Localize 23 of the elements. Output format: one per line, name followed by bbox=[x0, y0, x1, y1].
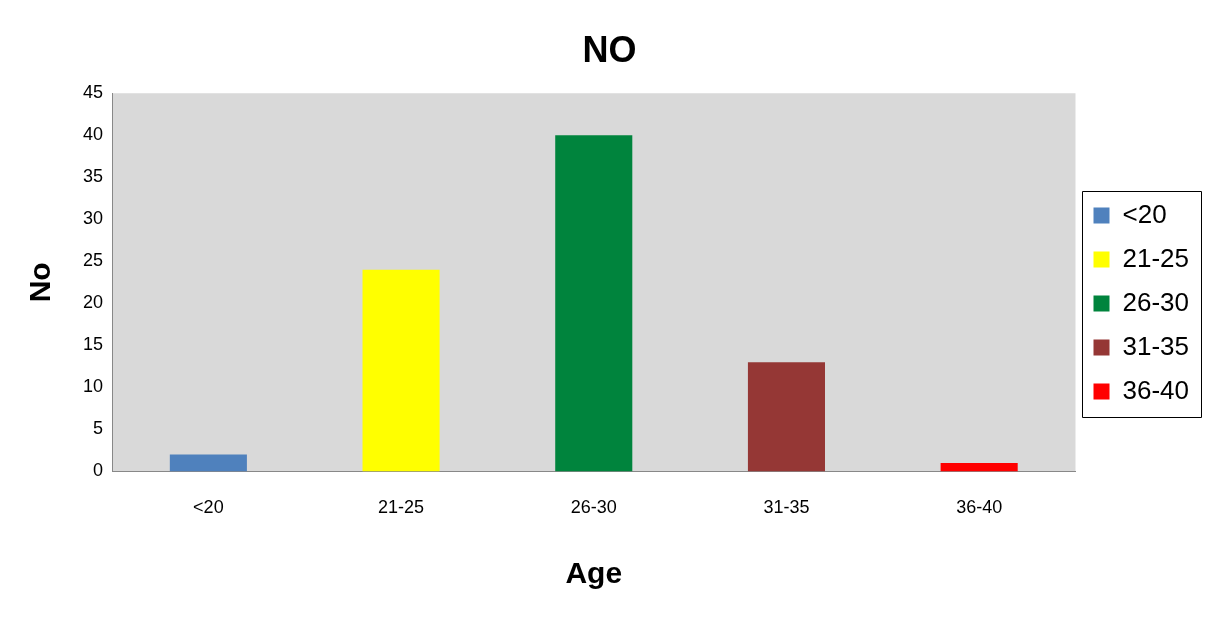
y-tick-label: 35 bbox=[82, 166, 104, 187]
x-axis-title: Age bbox=[565, 556, 623, 590]
legend-label: 26-30 bbox=[1122, 286, 1189, 317]
y-tick-label: 30 bbox=[82, 208, 104, 229]
y-tick-label: 45 bbox=[82, 82, 104, 103]
y-tick-label: 40 bbox=[82, 124, 104, 145]
legend-label: 31-35 bbox=[1122, 330, 1189, 361]
y-tick-label: 15 bbox=[82, 334, 104, 355]
legend-label: 36-40 bbox=[1122, 374, 1189, 405]
x-tick-label: 36-40 bbox=[956, 497, 1003, 518]
y-tick-label: 20 bbox=[82, 292, 104, 313]
y-axis-title: No bbox=[23, 262, 57, 303]
x-tick-label: 26-30 bbox=[570, 497, 617, 518]
x-tick-label: 21-25 bbox=[378, 497, 425, 518]
legend-label: <20 bbox=[1122, 198, 1167, 229]
x-tick-label: 31-35 bbox=[763, 497, 810, 518]
y-tick-label: 25 bbox=[82, 250, 104, 271]
chart-title: NO bbox=[582, 28, 637, 70]
y-tick-label: 10 bbox=[82, 376, 104, 397]
x-tick-label: <20 bbox=[193, 497, 224, 518]
legend-label: 21-25 bbox=[1122, 242, 1189, 273]
y-tick-label: 5 bbox=[93, 418, 104, 439]
y-tick-label: 0 bbox=[93, 460, 104, 481]
